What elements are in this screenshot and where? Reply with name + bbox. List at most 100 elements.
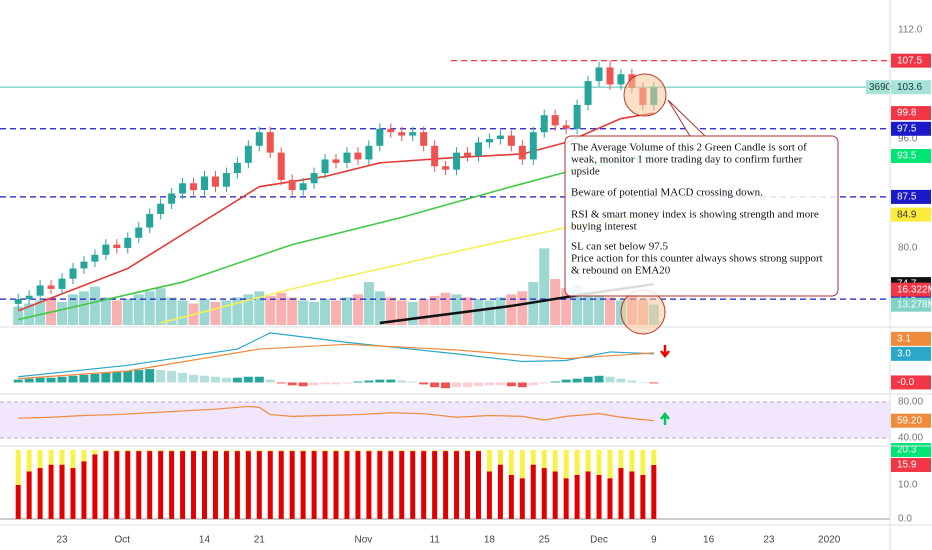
candle-body (398, 132, 406, 136)
price-badge (891, 80, 931, 95)
smart-money-bar (191, 451, 197, 519)
smart-money-bar (158, 450, 164, 452)
smart-money-bar (103, 450, 109, 452)
macd-histogram-bar (320, 382, 330, 385)
price-badge-label: -0.0 (897, 377, 915, 388)
macd-histogram-bar (276, 382, 286, 384)
smart-money-bar (223, 451, 229, 519)
smart-money-bar (508, 450, 514, 475)
volume-bar (232, 297, 243, 325)
macd-histogram-bar (605, 376, 615, 383)
candle-body (518, 145, 526, 160)
price-badge (891, 282, 931, 297)
macd-histogram-bar (68, 375, 78, 383)
smart-money-bar (640, 474, 646, 519)
price-badge-label: 3.1 (897, 333, 911, 344)
annotation-text: SL can set below 97.5 (571, 241, 669, 253)
smart-money-bar (114, 450, 120, 452)
price-badge-label: 93.5 (897, 151, 917, 162)
smart-money-bar (26, 471, 32, 519)
macd-histogram-bar (594, 375, 604, 383)
volume-bar (539, 248, 550, 325)
macd-histogram-bar (452, 382, 462, 388)
candle-body (113, 244, 121, 249)
macd-histogram-bar (583, 376, 593, 383)
volume-bar (561, 288, 572, 325)
price-badge-label: 3.0 (897, 348, 911, 359)
macd-histogram-bar (484, 382, 494, 386)
smart-money-bar (278, 451, 284, 519)
macd-histogram-bar (189, 374, 199, 383)
candle-body (157, 203, 165, 214)
smart-money-bar (289, 451, 295, 519)
macd-histogram-bar (386, 379, 396, 383)
y-tick-label: 10.0 (898, 480, 918, 491)
volume-bar (407, 302, 418, 325)
smart-money-bar (125, 451, 131, 519)
smart-money-bar (508, 474, 514, 519)
candle-body (584, 81, 592, 105)
annotation: The Average Volume of this 2 Green Candl… (564, 135, 839, 297)
macd-histogram-bar (24, 378, 34, 383)
candle-body (507, 135, 515, 146)
smart-money-bar (629, 450, 635, 472)
y-tick-label: 80.00 (898, 397, 923, 408)
x-tick-label: 9 (651, 535, 657, 546)
smart-money-bar (519, 478, 525, 519)
volume-bar (451, 294, 462, 325)
y-tick-label: 112.0 (898, 25, 923, 36)
candle-body (595, 67, 603, 82)
smart-money-bar (618, 468, 624, 519)
candle-body (453, 152, 461, 170)
candle-body (573, 104, 581, 129)
candle-body (255, 132, 263, 146)
smart-money-bar (366, 450, 372, 452)
macd-histogram-bar (134, 370, 144, 383)
macd-line (18, 332, 654, 378)
candle-body (562, 125, 570, 129)
smart-money-bar (201, 450, 207, 452)
volume-bar (254, 291, 265, 325)
smart-money-bar (70, 468, 76, 519)
smart-money-bar (519, 450, 525, 479)
macd-histogram-bar (331, 382, 341, 385)
volume-bar (210, 302, 221, 325)
macd-histogram-bar (35, 377, 45, 383)
macd-histogram-bar (364, 380, 374, 383)
signal-line (18, 343, 654, 380)
volume-bar (13, 306, 24, 325)
x-tick-label: 18 (484, 535, 496, 546)
smart-money-bar (651, 450, 657, 465)
x-tick-label: 21 (254, 535, 266, 546)
volume-bar (320, 298, 331, 325)
rsi-band (0, 401, 890, 438)
smart-money-bar (15, 450, 21, 485)
volume-bar (396, 300, 407, 325)
candle-body (387, 128, 395, 133)
smart-money-bar (256, 450, 262, 452)
volume-bar (331, 300, 342, 325)
x-tick-label: 23 (763, 535, 775, 546)
smart-money-bar (169, 450, 175, 452)
smart-money-bar (267, 450, 273, 452)
volume-bar (495, 297, 506, 325)
smart-money-bar (475, 451, 481, 519)
x-tick-label: Oct (115, 535, 131, 546)
candle-body (277, 152, 285, 180)
macd-histogram-bar (463, 382, 473, 388)
macd-histogram-bar (221, 377, 231, 383)
x-tick-label: Nov (355, 535, 373, 546)
candle-body (233, 162, 241, 174)
candle-body (354, 152, 362, 160)
candle-body (551, 115, 559, 126)
smart-money-bar (191, 450, 197, 452)
smart-money-bar (574, 474, 580, 519)
annotation-text: Price action for this counter always sho… (571, 253, 823, 265)
candle-body (36, 285, 44, 296)
smart-money-bar (640, 450, 646, 475)
smart-money-bar (475, 450, 481, 452)
smart-money-bar (366, 451, 372, 519)
timer-label: 3690 (869, 82, 892, 93)
macd-histogram-bar (57, 376, 67, 383)
